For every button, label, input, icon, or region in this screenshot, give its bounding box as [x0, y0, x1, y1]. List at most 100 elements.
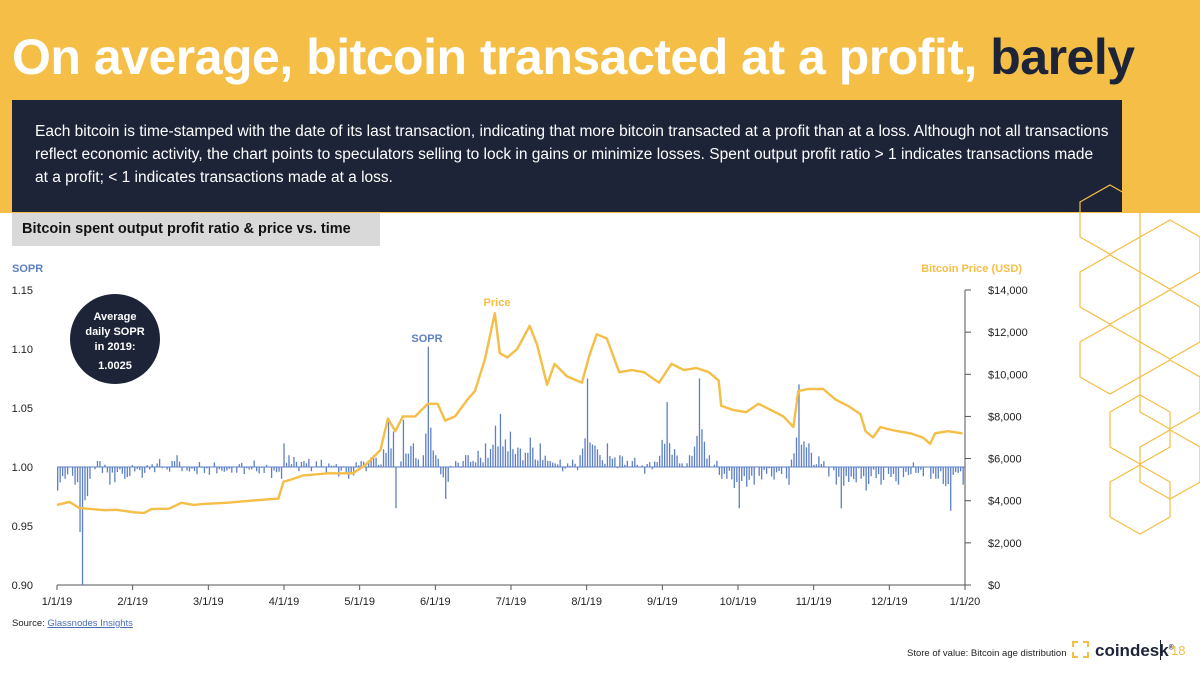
sopr-bar [659, 455, 661, 467]
sopr-bar [813, 464, 815, 467]
sopr-bar [109, 467, 111, 485]
sopr-bar [300, 461, 303, 467]
sopr-bar [711, 467, 713, 468]
sopr-bar [467, 455, 469, 467]
sopr-bar [741, 467, 743, 482]
sopr-bar [248, 467, 250, 470]
sopr-bar [882, 467, 885, 481]
page-number: 18 [1171, 643, 1186, 658]
right-axis-label: Bitcoin Price (USD) [921, 263, 1022, 275]
sopr-bar [629, 467, 631, 468]
left-tick-label: 0.90 [12, 580, 33, 592]
sopr-bar [226, 467, 228, 471]
sopr-bar [69, 467, 71, 468]
sopr-bar [649, 462, 651, 467]
sopr-bar [193, 467, 196, 471]
sopr-bar [925, 466, 927, 468]
sopr-bar [947, 467, 949, 485]
sopr-bar [231, 467, 233, 473]
sopr-bar [950, 467, 952, 511]
sopr-bar [168, 467, 171, 472]
sopr-bar [532, 447, 534, 467]
sopr-bar [178, 461, 181, 467]
sopr-bar [850, 467, 852, 477]
sopr-bar [564, 467, 566, 469]
sopr-bar [260, 467, 263, 468]
sopr-bar [258, 467, 260, 474]
description-box: Each bitcoin is time-stamped with the da… [12, 100, 1122, 212]
sopr-bar [678, 463, 681, 467]
sopr-bar [71, 467, 74, 476]
sopr-bar [251, 467, 253, 470]
sopr-bar [462, 460, 464, 467]
sopr-bar [790, 459, 793, 467]
sopr-bar [586, 378, 589, 467]
sopr-bar [780, 467, 783, 474]
sopr-bar [372, 455, 375, 467]
x-tick-label: 3/1/19 [193, 596, 224, 608]
sopr-bar [176, 455, 178, 467]
sopr-bar [350, 467, 352, 474]
sopr-bar [646, 463, 648, 467]
sopr-bar [218, 467, 220, 470]
sopr-bar [509, 431, 512, 467]
chart-title: Bitcoin spent output profit ratio & pric… [22, 221, 351, 237]
sopr-bar [566, 463, 569, 467]
sopr-bar [721, 467, 723, 479]
sopr-bar [696, 435, 698, 467]
sopr-bar [524, 452, 526, 467]
sopr-bar [94, 467, 96, 470]
sopr-bar [482, 462, 484, 467]
sopr-bar [616, 467, 619, 469]
sopr-bar [639, 466, 641, 468]
sopr-bar [191, 467, 193, 469]
sopr-bar [154, 467, 156, 473]
left-tick-label: 1.15 [12, 285, 33, 297]
sopr-bar [61, 467, 64, 477]
sopr-bar [59, 467, 61, 483]
sopr-bar [74, 467, 76, 485]
sopr-bar [238, 464, 240, 467]
sopr-bar [922, 467, 925, 477]
sopr-bar [236, 467, 238, 473]
sopr-bar [917, 467, 920, 473]
sopr-bar [382, 449, 385, 467]
sopr-bar [877, 467, 880, 474]
sopr-bar [808, 443, 810, 467]
sopr-bar [492, 444, 494, 467]
sopr-bar [738, 467, 740, 509]
sopr-bar [141, 467, 143, 478]
sopr-bar [810, 452, 813, 467]
axes: 1.15 1.10 1.05 1.00 0.95 0.90 $14,000 $12,000 $1… [12, 285, 1028, 608]
source-link[interactable]: Glassnodes Insights [47, 618, 133, 629]
sopr-bar [736, 467, 738, 482]
sopr-bar [863, 467, 865, 477]
sopr-bar [126, 467, 128, 478]
sopr-bar [362, 461, 365, 467]
x-tick-label: 1/1/19 [42, 596, 73, 608]
sopr-bar [554, 463, 556, 467]
sopr-bar [778, 467, 780, 471]
x-tick-label: 8/1/19 [571, 596, 602, 608]
sopr-bar [845, 467, 847, 476]
sopr-bar [116, 467, 119, 473]
sopr-bar [962, 467, 964, 485]
sopr-bar [89, 467, 91, 479]
sopr-bar [149, 467, 151, 470]
left-axis-label: SOPR [12, 263, 43, 275]
sopr-bar [206, 467, 208, 469]
right-tick-label: $2,000 [988, 538, 1022, 550]
sopr-bar [114, 467, 116, 483]
sopr-bar [290, 464, 293, 467]
sopr-bar [840, 467, 842, 509]
right-tick-label: $10,000 [988, 369, 1028, 381]
sopr-bar [308, 458, 310, 467]
sopr-bar [293, 456, 295, 467]
sopr-bar [469, 462, 472, 467]
sopr-bar [81, 467, 84, 585]
sopr-bar [64, 467, 66, 479]
sopr-bar [387, 422, 390, 467]
sopr-bar [442, 467, 444, 478]
sopr-bar [452, 466, 454, 467]
sopr-bar [358, 465, 360, 467]
